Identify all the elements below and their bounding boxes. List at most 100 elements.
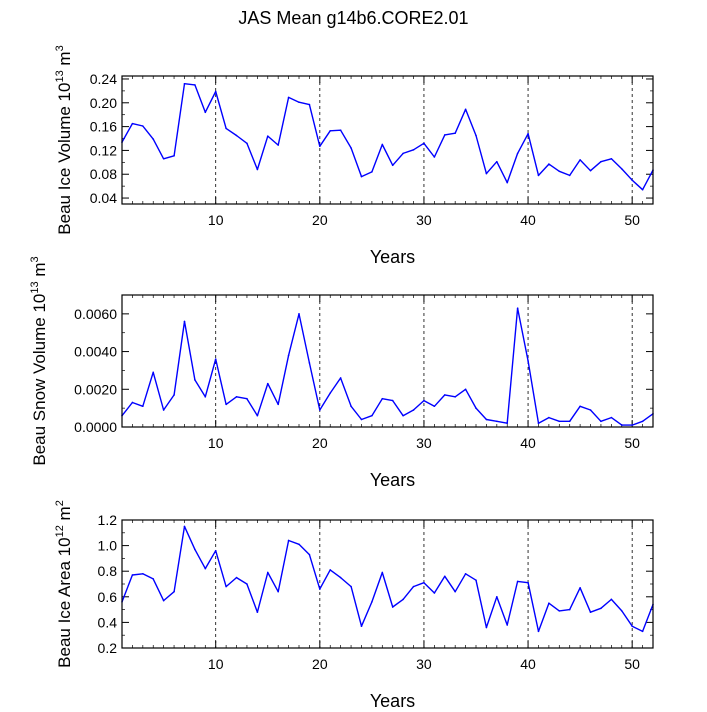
data-point [433, 592, 436, 594]
data-point [266, 571, 269, 574]
data-point [381, 143, 384, 146]
data-point [516, 307, 519, 310]
y-tick-label: 0.8 [98, 563, 118, 579]
x-axis-label: Years [370, 470, 415, 490]
y-axis-label-main: Beau Snow Volume 10 [30, 294, 49, 466]
data-point [600, 420, 602, 423]
y-axis-label-exponent: 13 [29, 281, 41, 293]
data-point [256, 168, 259, 171]
data-point [485, 418, 488, 421]
x-axis-label: Years [370, 247, 415, 267]
y-tick-label: 0.20 [90, 95, 117, 111]
data-point [131, 401, 134, 404]
data-point [402, 152, 404, 155]
data-point [464, 108, 467, 111]
y-tick-label: 0.0000 [74, 419, 117, 435]
data-point [600, 160, 602, 163]
data-point [194, 379, 196, 381]
data-point [391, 399, 394, 402]
data-point [433, 156, 436, 158]
data-point [423, 142, 425, 145]
data-point [589, 169, 592, 172]
data-point [350, 147, 352, 149]
data-point [464, 572, 467, 575]
data-point [371, 414, 373, 417]
y-tick-label: 0.04 [90, 190, 117, 206]
series-line [121, 307, 654, 426]
data-point [496, 160, 498, 163]
data-point [631, 179, 633, 181]
data-point [214, 358, 217, 360]
x-tick-label: 40 [520, 656, 536, 672]
ice-volume-panel: 10 20 30 40 50 0.04 0.08 0.12 0.16 0.20 0.24 Years B… [54, 45, 654, 267]
data-point [277, 403, 279, 406]
data-point [319, 145, 321, 148]
data-point [360, 625, 363, 628]
data-point [433, 405, 436, 408]
data-point [173, 394, 175, 396]
data-point [225, 403, 227, 406]
data-point [391, 606, 394, 608]
data-point [475, 579, 477, 581]
data-point [194, 84, 196, 86]
data-point [443, 134, 446, 136]
data-point [589, 409, 592, 411]
series-line [121, 82, 654, 191]
data-point [631, 625, 633, 628]
data-point [464, 388, 467, 391]
data-point [641, 188, 644, 191]
data-point [277, 590, 279, 593]
x-tick-label: 40 [520, 212, 536, 228]
y-axis-label-unit: m [55, 51, 74, 70]
data-point [319, 409, 321, 411]
data-point [162, 409, 165, 411]
data-point [246, 583, 248, 585]
x-tick-label: 50 [624, 656, 640, 672]
y-tick-label: 0.24 [90, 71, 117, 87]
data-point [454, 396, 456, 398]
y-tick-label: 0.4 [98, 614, 118, 630]
data-point [527, 581, 529, 584]
data-point [266, 382, 269, 385]
x-tick-label: 20 [312, 212, 328, 228]
data-point [162, 157, 165, 160]
data-point [454, 590, 456, 593]
data-point [142, 125, 144, 127]
y-tick-label: 1.2 [98, 512, 118, 528]
data-point [610, 157, 613, 160]
snow-volume-panel: 10 20 30 40 50 0.0000 0.0020 0.0040 0.0060 Years B… [29, 256, 654, 490]
data-point [329, 569, 332, 571]
data-point [568, 174, 571, 177]
data-point [620, 610, 623, 612]
data-point [183, 320, 186, 323]
plot-frame [121, 519, 654, 649]
data-point [496, 596, 498, 598]
data-point [548, 602, 550, 604]
data-point [527, 360, 529, 362]
data-point [423, 581, 425, 584]
data-point [548, 163, 550, 165]
data-point [339, 377, 342, 379]
data-point [235, 134, 238, 137]
data-point [298, 101, 300, 103]
data-point [308, 103, 311, 106]
data-point [443, 394, 446, 396]
data-point [319, 588, 321, 590]
data-point [641, 420, 644, 423]
data-point [287, 539, 290, 542]
y-tick-label: 0.16 [90, 119, 117, 135]
x-tick-label: 50 [624, 435, 640, 451]
data-point [287, 354, 290, 357]
data-point [537, 422, 540, 425]
data-point [496, 420, 498, 423]
data-point [131, 574, 134, 576]
y-tick-label: 0.08 [90, 166, 117, 182]
data-point [485, 172, 488, 175]
data-point [620, 424, 623, 426]
x-tick-label: 40 [520, 435, 536, 451]
data-point [277, 144, 279, 146]
data-point [329, 129, 332, 132]
x-tick-label: 20 [312, 435, 328, 451]
data-point [308, 362, 311, 364]
